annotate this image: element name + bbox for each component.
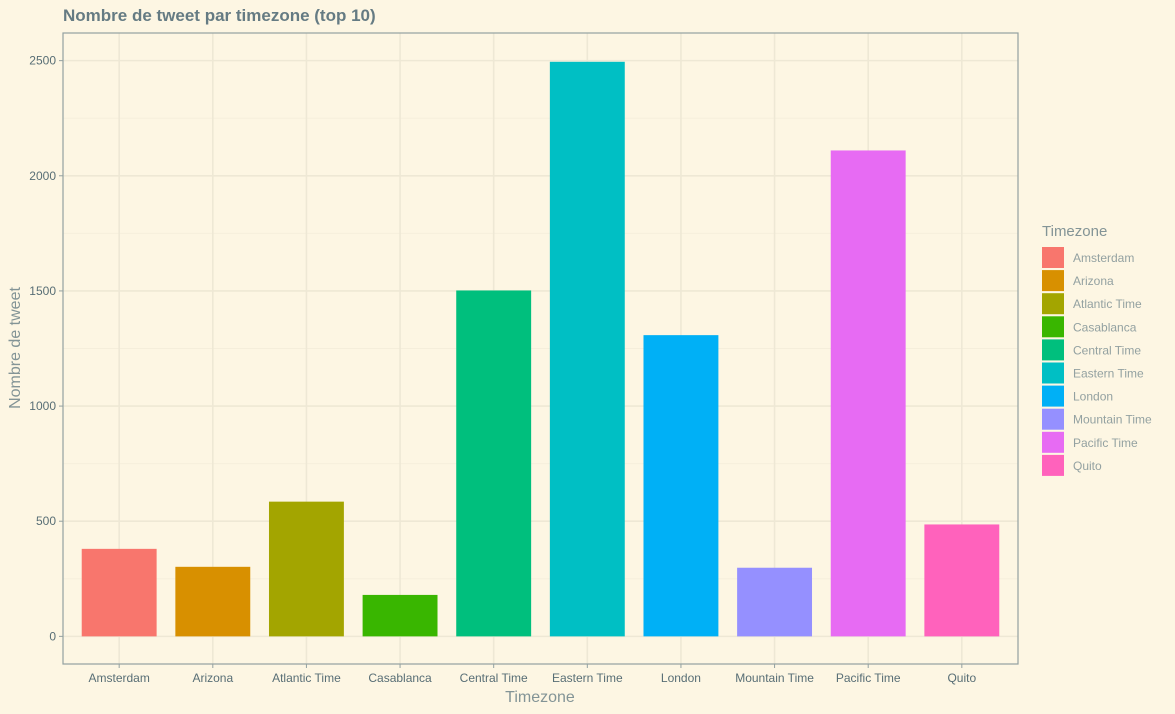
legend: Timezone Amsterdam Arizona Atlantic Time Ca… [1042, 223, 1152, 476]
x-tick-label: Pacific Time [836, 671, 901, 685]
legend-key [1042, 385, 1064, 407]
legend-key [1042, 362, 1064, 384]
legend-key [1042, 316, 1064, 338]
legend-key [1042, 247, 1064, 268]
legend-key [1042, 293, 1064, 315]
x-tick-label: Eastern Time [552, 671, 623, 685]
bar-mountain-time [737, 567, 813, 637]
legend-label: Arizona [1073, 274, 1114, 288]
bar-quito [924, 524, 1000, 637]
chart-title: Nombre de tweet par timezone (top 10) [63, 6, 376, 25]
legend-label: Atlantic Time [1073, 297, 1142, 311]
legend-key [1042, 339, 1064, 361]
x-tick-label: London [661, 671, 701, 685]
x-tick-label: Amsterdam [88, 671, 149, 685]
legend-label: Casablanca [1073, 320, 1137, 334]
legend-key [1042, 454, 1064, 476]
bar-london [643, 335, 719, 637]
x-axis: Amsterdam Arizona Atlantic Time Casablanca C… [88, 664, 976, 685]
bar-central-time [456, 290, 532, 637]
x-tick-label: Quito [947, 671, 976, 685]
y-axis: 0 500 1000 1500 2000 2500 [29, 54, 63, 643]
legend-key [1042, 408, 1064, 430]
legend-label: Amsterdam [1073, 251, 1134, 265]
y-tick-label: 1000 [29, 399, 56, 413]
legend-key [1042, 431, 1064, 453]
x-tick-label: Arizona [192, 671, 233, 685]
x-tick-label: Central Time [460, 671, 528, 685]
bar-casablanca [362, 594, 438, 637]
bar-arizona [175, 566, 251, 637]
y-axis-title: Nombre de tweet [7, 287, 24, 409]
legend-title: Timezone [1042, 223, 1107, 240]
panel-border [62, 32, 1019, 665]
legend-key [1042, 270, 1064, 292]
x-tick-label: Mountain Time [735, 671, 814, 685]
bars [81, 61, 1000, 637]
y-tick-label: 2500 [29, 54, 56, 68]
bar-pacific-time [830, 150, 906, 637]
bar-amsterdam [81, 548, 157, 637]
x-tick-label: Casablanca [368, 671, 432, 685]
legend-label: Pacific Time [1073, 436, 1138, 450]
y-tick-label: 2000 [29, 169, 56, 183]
y-tick-label: 0 [49, 629, 56, 643]
x-tick-label: Atlantic Time [272, 671, 341, 685]
y-tick-label: 500 [36, 514, 56, 528]
legend-label: Mountain Time [1073, 413, 1152, 427]
legend-label: Central Time [1073, 343, 1141, 357]
legend-label: Eastern Time [1073, 367, 1144, 381]
legend-label: Quito [1073, 459, 1102, 473]
legend-label: London [1073, 390, 1113, 404]
x-axis-title: Timezone [505, 689, 575, 706]
bar-atlantic-time [268, 501, 344, 637]
bar-eastern-time [549, 61, 625, 637]
y-tick-label: 1500 [29, 284, 56, 298]
